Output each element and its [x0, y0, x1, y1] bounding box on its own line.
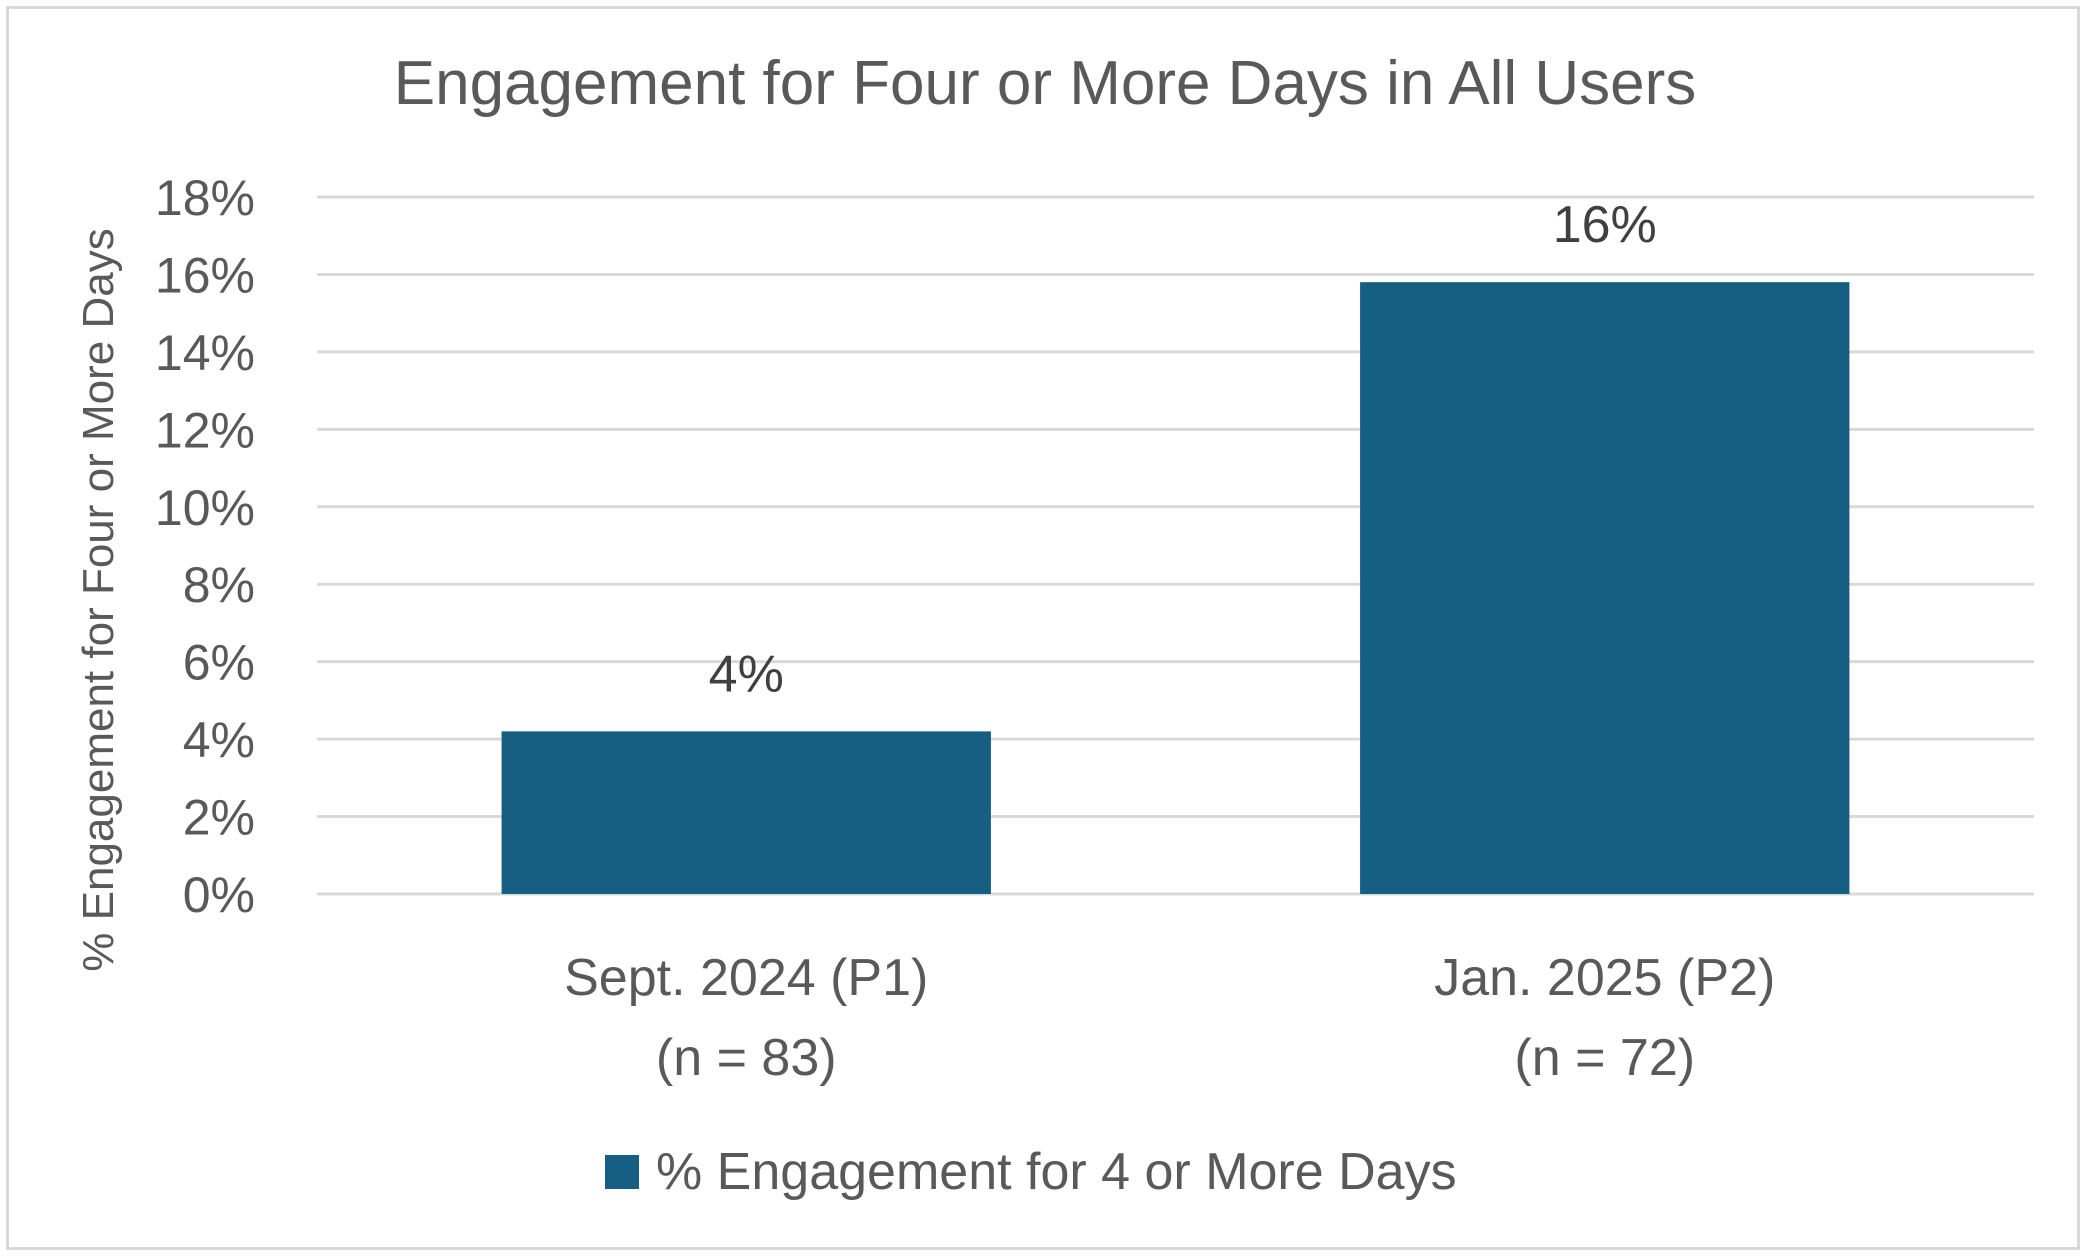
y-tick-label: 6%: [183, 635, 255, 691]
y-tick-label: 12%: [155, 402, 255, 458]
y-tick-label: 14%: [155, 325, 255, 381]
y-axis-title: % Engagement for Four or More Days: [74, 228, 123, 971]
legend: % Engagement for 4 or More Days: [605, 1143, 1457, 1201]
y-tick-label: 4%: [183, 712, 255, 768]
x-category-label: Jan. 2025 (P2) (n = 72): [1434, 949, 1775, 1087]
bar-data-label: 16%: [1553, 196, 1657, 254]
y-tick-label: 8%: [183, 557, 255, 613]
x-axis-categories: Sept. 2024 (P1) (n = 83) Jan. 2025 (P2) (n …: [564, 949, 1775, 1087]
data-labels: 4% 16%: [709, 196, 1657, 703]
legend-label: % Engagement for 4 or More Days: [656, 1143, 1457, 1201]
y-tick-label: 0%: [183, 867, 255, 923]
bars: [501, 282, 1850, 894]
legend-swatch: [605, 1155, 639, 1189]
y-tick-label: 2%: [183, 790, 255, 846]
y-tick-label: 16%: [155, 247, 255, 303]
y-tick-label: 10%: [155, 480, 255, 536]
bar: [1360, 282, 1850, 894]
y-tick-label: 18%: [155, 170, 255, 226]
chart-title: Engagement for Four or More Days in All …: [394, 49, 1697, 118]
bar: [501, 731, 991, 894]
bar-data-label: 4%: [709, 645, 784, 703]
x-category-label: Sept. 2024 (P1) (n = 83): [564, 949, 928, 1087]
y-axis-ticks: 0% 2% 4% 6% 8% 10% 12% 14% 16% 18%: [155, 170, 255, 923]
